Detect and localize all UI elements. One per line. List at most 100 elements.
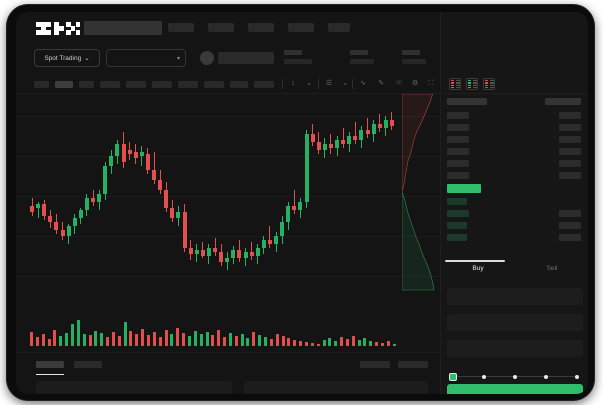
chevron-down-2-icon[interactable]: ⌄ — [342, 80, 348, 87]
okx-logo[interactable] — [36, 22, 80, 35]
amount-slider[interactable] — [449, 372, 581, 381]
timeframe-chip-6[interactable] — [178, 81, 198, 88]
candlestick — [176, 94, 181, 306]
orderbook-ask-row[interactable] — [447, 160, 469, 167]
candlestick — [280, 94, 285, 306]
chart-gridline-3 — [16, 236, 440, 237]
market-type-dropdown[interactable]: Spot Trading ⌄ — [34, 49, 100, 67]
timeframe-chip-9[interactable] — [254, 81, 274, 88]
orderbook-rows[interactable] — [441, 94, 588, 259]
volume-bar — [357, 340, 361, 346]
volume-bar — [41, 334, 45, 346]
slider-step-100[interactable] — [575, 374, 579, 379]
tab-buy[interactable]: Buy — [472, 265, 484, 272]
slider-knob[interactable] — [449, 372, 457, 381]
timeframe-chip-8[interactable] — [230, 81, 248, 88]
amount-field[interactable] — [447, 340, 583, 357]
bottom-tab-1[interactable] — [74, 361, 102, 368]
candlestick — [115, 94, 120, 306]
right-column: Buy Sell — [440, 12, 588, 394]
timeframe-chip-3[interactable] — [100, 81, 120, 88]
orderbook-bid-row[interactable] — [447, 222, 467, 229]
submit-buy-button[interactable] — [447, 384, 583, 394]
chart-gridline-1 — [16, 156, 440, 157]
timeframe-chip-7[interactable] — [204, 81, 224, 88]
orderbook-bid-row[interactable] — [447, 234, 467, 241]
timeframe-chip-0[interactable] — [34, 81, 49, 88]
orderbook-buy-icon[interactable] — [466, 78, 478, 90]
slider-step-50[interactable] — [513, 374, 517, 379]
volume-bar — [293, 340, 297, 346]
price-chart[interactable] — [16, 94, 440, 306]
orderbook-ask-amount — [559, 112, 581, 119]
timeframe-chip-2[interactable] — [79, 81, 94, 88]
pair-select[interactable]: ▾ — [106, 49, 186, 67]
orders-panel — [36, 381, 232, 394]
candlestick — [182, 94, 187, 306]
candlestick — [292, 94, 297, 306]
candlestick — [30, 94, 34, 306]
orderbook-ask-row[interactable] — [447, 124, 469, 131]
camera-icon[interactable]: ☉ — [395, 80, 403, 87]
volume-bar — [100, 333, 104, 346]
orderbook-bid-row[interactable] — [447, 210, 469, 217]
orderbook-ask-amount — [559, 160, 581, 167]
bottom-chip-0[interactable] — [360, 361, 390, 368]
timeframe-chip-5[interactable] — [152, 81, 172, 88]
candlestick — [91, 94, 95, 306]
volume-bar — [211, 335, 215, 346]
volume-bar — [334, 341, 338, 346]
settings-icon[interactable]: ⚙ — [411, 80, 419, 87]
orderbook-both-icon[interactable] — [449, 78, 461, 90]
nav-item-3[interactable] — [288, 23, 314, 32]
volume-bar — [223, 337, 227, 346]
orderbook-sell-icon[interactable] — [483, 78, 495, 90]
volume-bar — [252, 332, 256, 346]
bottom-tab-0[interactable] — [36, 361, 64, 368]
candlestick — [255, 94, 260, 306]
candlestick — [206, 94, 211, 306]
nav-item-0[interactable] — [168, 23, 194, 32]
market-type-label: Spot Trading — [44, 54, 82, 62]
volume-bar — [193, 331, 197, 346]
indicators-icon[interactable]: ↕ — [291, 80, 295, 87]
order-type-field[interactable] — [447, 288, 583, 305]
candlestick — [267, 94, 272, 306]
volume-bar — [82, 334, 86, 346]
orderbook-ask-row[interactable] — [447, 112, 469, 119]
search-input[interactable] — [84, 21, 162, 35]
nav-item-4[interactable] — [328, 23, 350, 32]
chevron-down-icon[interactable]: ⌄ — [306, 80, 312, 87]
chart-gridline-4 — [16, 276, 440, 277]
orderbook-col-header-amount — [545, 98, 581, 105]
orderbook-ask-row[interactable] — [447, 148, 469, 155]
orderbook-ask-row[interactable] — [447, 172, 469, 179]
volume-bar — [345, 339, 349, 346]
orderbook-bid-row[interactable] — [447, 198, 467, 205]
fullscreen-icon[interactable]: ⛶ — [428, 80, 434, 87]
orderbook-ask-row[interactable] — [447, 136, 469, 143]
candlestick — [274, 94, 278, 306]
chart-type-icon[interactable]: ☰ — [325, 80, 333, 87]
timeframe-chip-1[interactable] — [55, 81, 73, 88]
timeframe-chip-4[interactable] — [126, 81, 146, 88]
candlestick — [109, 94, 114, 306]
pencil-icon[interactable]: ✎ — [378, 80, 384, 87]
slider-step-75[interactable] — [544, 374, 548, 379]
candlestick — [42, 94, 47, 306]
bottom-chip-1[interactable] — [398, 361, 428, 368]
line-tool-icon[interactable]: ∿ — [360, 80, 366, 87]
candlestick — [127, 94, 132, 306]
candlestick — [261, 94, 266, 306]
candlestick — [139, 94, 144, 306]
pair-name-placeholder — [218, 52, 274, 64]
volume-bar — [269, 339, 273, 346]
nav-item-2[interactable] — [248, 23, 274, 32]
candlestick — [152, 94, 156, 306]
tab-sell[interactable]: Sell — [546, 265, 558, 272]
price-field[interactable] — [447, 314, 583, 331]
nav-item-1[interactable] — [208, 23, 234, 32]
ticker-stat-0 — [284, 50, 312, 64]
slider-step-25[interactable] — [482, 374, 486, 379]
